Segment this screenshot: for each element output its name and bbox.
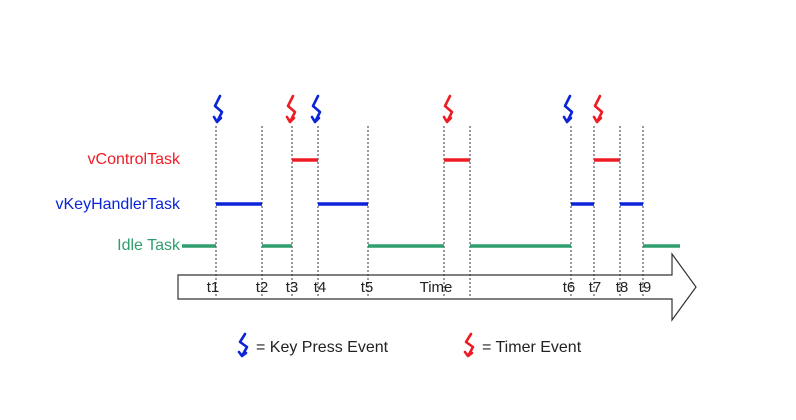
time-guides [215, 126, 644, 296]
tick-label-time: Time [420, 279, 453, 296]
tick-label-t3: t3 [286, 279, 299, 296]
legend-timer-icon [463, 332, 475, 358]
key-press-event-icon [562, 94, 574, 124]
time-tick-labels: t1 t2 t3 t4 t5 Time t6 t7 t8 t9 [207, 279, 652, 296]
timer-event-icon [285, 94, 297, 124]
legend-timer-label: = Timer Event [482, 339, 582, 356]
tick-label-t4: t4 [314, 279, 327, 296]
timer-event-icon [592, 94, 604, 124]
key-press-event-icon [310, 94, 322, 124]
task-label-control: vControlTask [88, 151, 181, 168]
tick-label-t2: t2 [256, 279, 269, 296]
legend-key-press-label: = Key Press Event [256, 339, 389, 356]
time-axis-arrow [177, 252, 697, 322]
key-press-event-icon [212, 94, 224, 124]
task-label-keyhandler: vKeyHandlerTask [56, 196, 182, 213]
timer-event-icon [442, 94, 454, 124]
task-label-idle: Idle Task [117, 237, 181, 254]
tick-label-t5: t5 [361, 279, 374, 296]
tick-label-t9: t9 [639, 279, 652, 296]
tick-label-t6: t6 [563, 279, 576, 296]
tick-label-t8: t8 [616, 279, 629, 296]
legend-key-press-icon [237, 332, 249, 358]
tick-label-t1: t1 [207, 279, 220, 296]
tick-label-t7: t7 [589, 279, 602, 296]
event-markers [212, 94, 604, 124]
legend: = Key Press Event = Timer Event [237, 332, 582, 358]
